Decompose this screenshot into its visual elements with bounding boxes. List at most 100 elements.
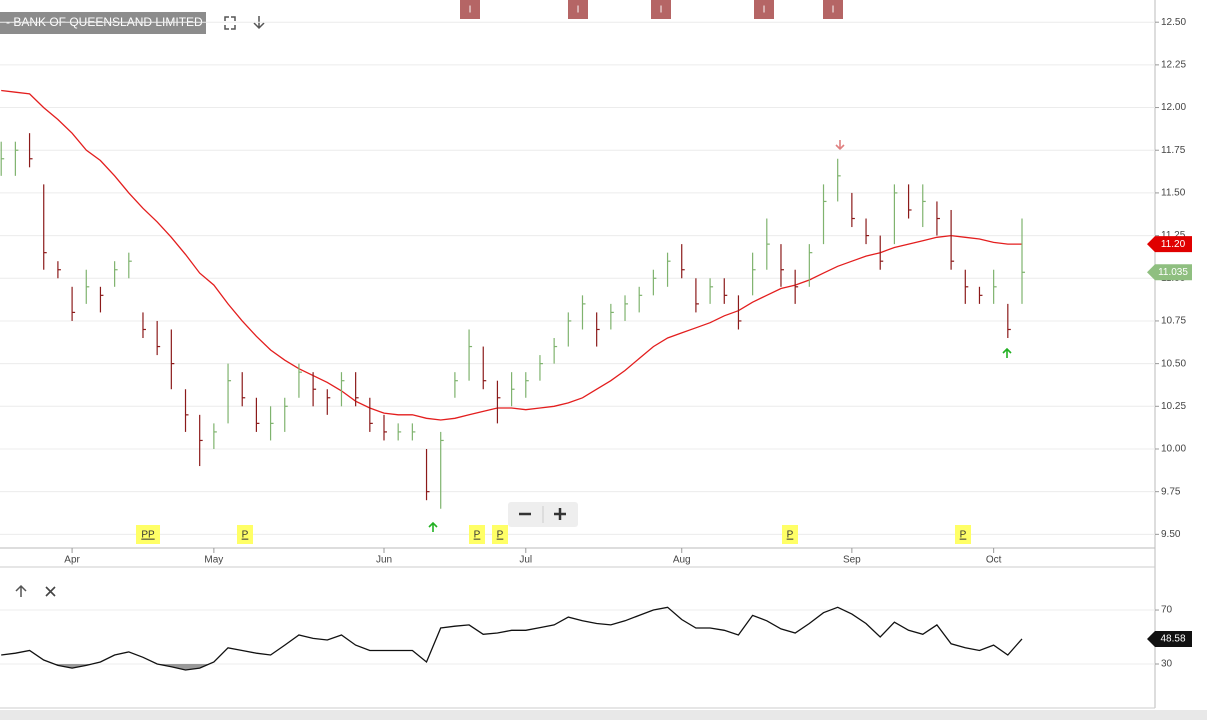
event-marker[interactable] — [651, 0, 671, 19]
last-value-label: 48.58 — [1160, 634, 1185, 645]
price-bar — [525, 372, 529, 398]
price-bar — [511, 372, 515, 407]
event-marker-label: I — [577, 5, 580, 16]
price-bar — [936, 201, 940, 236]
event-marker[interactable] — [568, 0, 588, 19]
price-bar — [71, 286, 76, 321]
price-bar — [241, 372, 246, 407]
price-bar — [383, 414, 387, 441]
y-tick-label: 70 — [1161, 605, 1173, 616]
moving-average-line — [1, 89, 1022, 421]
price-bar — [326, 389, 331, 415]
indicator-line — [1, 606, 1023, 671]
price-bar — [454, 372, 458, 398]
price-bar — [851, 192, 855, 228]
event-marker[interactable] — [823, 0, 843, 19]
price-bar — [369, 397, 373, 432]
price-bar — [213, 423, 217, 449]
event-marker[interactable] — [782, 525, 798, 544]
buy-signal-arrow — [1002, 347, 1012, 358]
x-tick-label: Aug — [673, 555, 691, 566]
buy-signal-arrow — [428, 521, 438, 532]
price-bar — [411, 423, 416, 441]
price-bar — [624, 295, 629, 321]
y-tick-label: 11.50 — [1161, 188, 1186, 199]
y-tick-label: 10.25 — [1161, 401, 1186, 412]
price-bar — [312, 372, 317, 407]
price-bar — [553, 338, 558, 364]
event-marker[interactable] — [469, 525, 485, 544]
last-value-tag — [1147, 236, 1192, 253]
price-bar — [397, 423, 402, 441]
y-tick-label: 9.75 — [1161, 486, 1181, 497]
price-bar — [114, 261, 118, 287]
x-tick-label: Apr — [64, 555, 80, 566]
last-value-label: 11.20 — [1161, 239, 1186, 250]
price-bar — [284, 397, 288, 432]
y-tick-label: 10.00 — [1161, 444, 1186, 455]
price-bar — [638, 286, 643, 313]
price-bar — [964, 269, 969, 304]
price-bar — [440, 431, 444, 509]
price-bar — [57, 261, 61, 279]
x-tick-label: Jun — [376, 555, 392, 566]
x-tick-label: Sep — [843, 555, 861, 566]
price-bar — [170, 329, 175, 390]
price-bar — [255, 397, 260, 432]
last-value-label: 11.035 — [1158, 267, 1188, 278]
event-marker[interactable] — [754, 0, 774, 19]
price-bar — [340, 372, 345, 407]
x-tick-label: Jul — [519, 555, 532, 566]
y-tick-label: 12.25 — [1161, 60, 1186, 71]
event-marker-label: I — [469, 5, 472, 16]
y-tick-label: 9.50 — [1161, 529, 1181, 540]
y-tick-label: 12.00 — [1161, 102, 1186, 113]
price-bar — [723, 278, 728, 304]
price-bar — [993, 269, 997, 304]
y-tick-label: 30 — [1161, 659, 1173, 670]
price-bar — [780, 244, 784, 287]
price-bar — [922, 184, 926, 228]
zoom-controls[interactable] — [508, 502, 578, 527]
price-bar — [567, 312, 572, 347]
zoom-in[interactable] — [554, 508, 566, 520]
event-marker[interactable] — [955, 525, 971, 544]
price-bar — [596, 312, 600, 347]
price-bar — [893, 184, 898, 245]
event-marker[interactable] — [237, 525, 253, 544]
scrollbar[interactable] — [0, 710, 1207, 720]
price-bar — [99, 286, 104, 313]
price-bar — [879, 235, 884, 270]
price-bar — [681, 244, 685, 279]
event-marker-label: P — [242, 530, 249, 541]
price-bar — [539, 355, 543, 381]
event-marker[interactable] — [492, 525, 508, 544]
y-tick-label: 10.50 — [1161, 358, 1186, 369]
event-marker[interactable] — [460, 0, 480, 19]
price-bar — [199, 414, 203, 467]
price-bar — [950, 209, 955, 270]
title-badge — [0, 12, 206, 34]
y-tick-label: 12.50 — [1161, 17, 1186, 28]
close-indicator-button[interactable] — [45, 586, 56, 597]
move-up-button[interactable] — [15, 584, 27, 597]
price-bar — [581, 295, 586, 330]
price-bar — [43, 184, 47, 270]
price-bar — [28, 133, 33, 168]
oversold-area — [54, 664, 210, 670]
fullscreen-button[interactable] — [224, 16, 236, 30]
price-bar — [865, 218, 870, 245]
event-marker-label: PP — [141, 530, 155, 541]
price-bar — [156, 320, 161, 356]
price-bar — [425, 448, 430, 501]
x-tick-label: May — [204, 555, 223, 566]
price-bar — [752, 252, 756, 296]
event-marker[interactable] — [136, 525, 160, 544]
price-bar — [610, 303, 614, 330]
price-bar — [269, 406, 274, 441]
event-marker-label: P — [960, 530, 967, 541]
price-bar — [766, 218, 770, 270]
price-bar — [822, 184, 827, 245]
